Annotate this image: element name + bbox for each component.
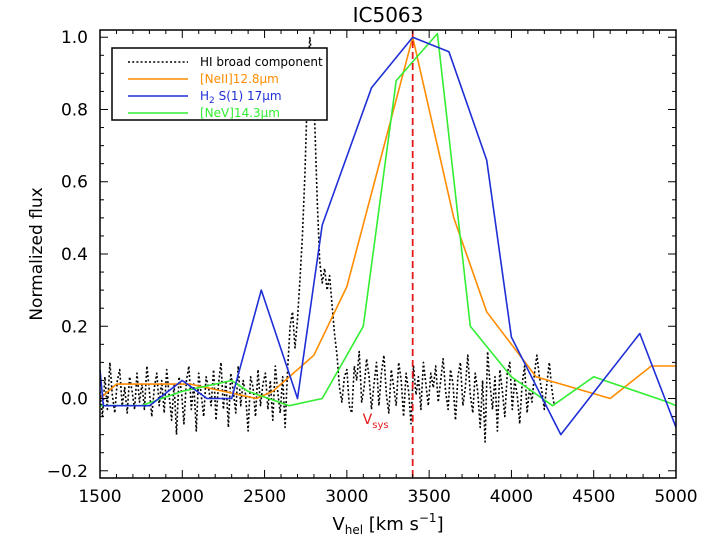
series-line-3: [100, 32, 676, 407]
x-tick-label: 3000: [325, 487, 368, 507]
x-tick-label: 1500: [78, 487, 121, 507]
x-axis-label-exponent: −1: [419, 511, 437, 525]
legend-box: [111, 47, 328, 121]
y-axis-ticks: −0.2 0.0 0.2 0.4 0.6 0.8 1.0: [47, 28, 676, 482]
legend-label-main: H: [200, 89, 209, 103]
x-axis-ticks: 1500 2000 2500 3000 3500 4000 4500 5000: [78, 30, 698, 507]
vsys-label: Vsys: [363, 412, 389, 431]
y-tick-label: 1.0: [61, 28, 88, 48]
series-line-2: [100, 36, 676, 436]
legend-label-0: HI broad component: [200, 55, 323, 69]
x-tick-label: 5000: [654, 487, 697, 507]
y-tick-label: 0.4: [61, 245, 88, 265]
y-tick-label: 0.8: [61, 100, 88, 120]
x-axis-label-main: V: [332, 514, 345, 535]
legend-label-1: [NeII]12.8μm: [200, 72, 279, 86]
vsys-label-main: V: [363, 412, 373, 428]
x-axis-label-close: ]: [437, 514, 444, 535]
series-layer: [100, 32, 676, 443]
legend-label-rest: S(1) 17μm: [215, 89, 282, 103]
x-axis-label-sub: hel: [345, 523, 363, 537]
vsys-label-sub: sys: [372, 420, 388, 431]
x-tick-label: 4500: [572, 487, 615, 507]
legend-label-main: [NeII]12.8μm: [200, 72, 279, 86]
y-axis-label: Normalized flux: [27, 187, 47, 320]
chart-title: IC5063: [353, 3, 424, 27]
x-axis-label: Vhel [km s−1]: [332, 511, 443, 537]
x-tick-label: 2000: [161, 487, 204, 507]
legend-items: HI broad component [NeII]12.8μm H2 S(1) 17…: [128, 55, 323, 120]
x-tick-label: 2500: [243, 487, 286, 507]
y-tick-label: 0.0: [61, 390, 88, 410]
x-axis-label-units: [km s: [363, 514, 419, 535]
y-tick-label: −0.2: [47, 462, 88, 482]
legend-label-main: [NeV]14.3μm: [200, 106, 280, 120]
x-tick-label: 4000: [490, 487, 533, 507]
vsys-label-text: Vsys: [363, 412, 389, 431]
y-tick-label: 0.6: [61, 173, 88, 193]
legend-label-3: [NeV]14.3μm: [200, 106, 280, 120]
y-tick-label: 0.2: [61, 317, 88, 337]
legend-label-2: H2 S(1) 17μm: [200, 89, 282, 106]
legend: HI broad component [NeII]12.8μm H2 S(1) 17…: [111, 47, 328, 121]
legend-label-sub: 2: [209, 96, 215, 106]
legend-label-main: HI broad component: [200, 55, 323, 69]
x-tick-label: 3500: [408, 487, 451, 507]
